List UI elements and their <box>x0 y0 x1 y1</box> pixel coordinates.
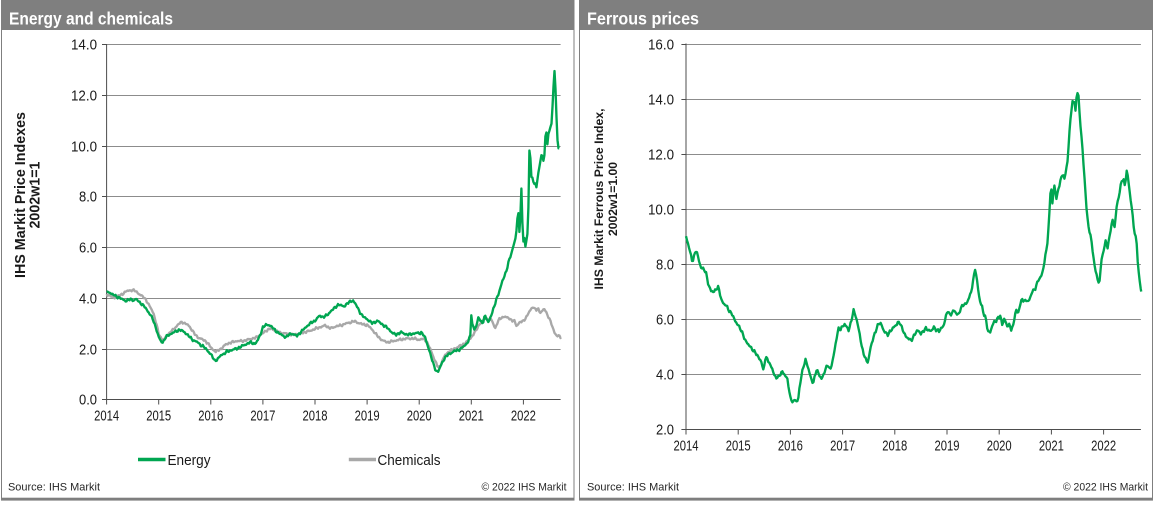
svg-text:14.0: 14.0 <box>648 91 674 108</box>
svg-text:2.0: 2.0 <box>79 341 97 358</box>
svg-text:2002w1=1.00: 2002w1=1.00 <box>606 162 620 236</box>
svg-text:2014: 2014 <box>94 407 119 424</box>
svg-text:6.0: 6.0 <box>656 311 674 328</box>
svg-text:2016: 2016 <box>198 407 223 424</box>
svg-text:Source: IHS Markit: Source: IHS Markit <box>587 482 679 494</box>
svg-text:14.0: 14.0 <box>71 36 97 53</box>
svg-text:Energy: Energy <box>168 452 211 469</box>
svg-text:2022: 2022 <box>1091 438 1116 455</box>
svg-text:2022: 2022 <box>511 407 536 424</box>
svg-text:2018: 2018 <box>303 407 328 424</box>
svg-text:Ferrous prices: Ferrous prices <box>587 8 699 28</box>
svg-text:6.0: 6.0 <box>79 239 97 256</box>
svg-text:10.0: 10.0 <box>648 201 674 218</box>
svg-text:© 2022 IHS Markit: © 2022 IHS Markit <box>1063 482 1148 494</box>
svg-text:2021: 2021 <box>459 407 484 424</box>
svg-text:2017: 2017 <box>250 407 275 424</box>
svg-text:2019: 2019 <box>355 407 380 424</box>
svg-text:2.0: 2.0 <box>656 421 674 438</box>
svg-text:IHS Markit Price Indexes: IHS Markit Price Indexes <box>13 112 29 278</box>
svg-text:12.0: 12.0 <box>71 87 97 104</box>
svg-text:12.0: 12.0 <box>648 146 674 163</box>
svg-text:2020: 2020 <box>987 438 1012 455</box>
svg-text:16.0: 16.0 <box>648 36 674 53</box>
svg-text:0.0: 0.0 <box>79 391 97 408</box>
svg-text:4.0: 4.0 <box>656 366 674 383</box>
svg-text:2002w1=1: 2002w1=1 <box>28 161 44 228</box>
svg-text:2017: 2017 <box>830 438 855 455</box>
svg-text:2018: 2018 <box>882 438 907 455</box>
svg-text:2015: 2015 <box>146 407 171 424</box>
svg-text:2014: 2014 <box>674 438 699 455</box>
svg-text:10.0: 10.0 <box>71 138 97 155</box>
svg-text:Energy and chemicals: Energy and chemicals <box>9 8 173 28</box>
svg-text:8.0: 8.0 <box>656 256 674 273</box>
svg-text:2021: 2021 <box>1039 438 1064 455</box>
svg-text:8.0: 8.0 <box>79 188 97 205</box>
svg-text:2020: 2020 <box>407 407 432 424</box>
svg-text:4.0: 4.0 <box>79 290 97 307</box>
svg-text:Source: IHS Markit: Source: IHS Markit <box>8 482 100 494</box>
svg-text:2016: 2016 <box>778 438 803 455</box>
svg-text:IHS Markit Ferrous Price Index: IHS Markit Ferrous Price Index, <box>592 108 606 289</box>
svg-text:© 2022 IHS Markit: © 2022 IHS Markit <box>482 482 567 494</box>
svg-text:Chemicals: Chemicals <box>378 452 441 469</box>
svg-text:2019: 2019 <box>935 438 960 455</box>
svg-text:2015: 2015 <box>726 438 751 455</box>
